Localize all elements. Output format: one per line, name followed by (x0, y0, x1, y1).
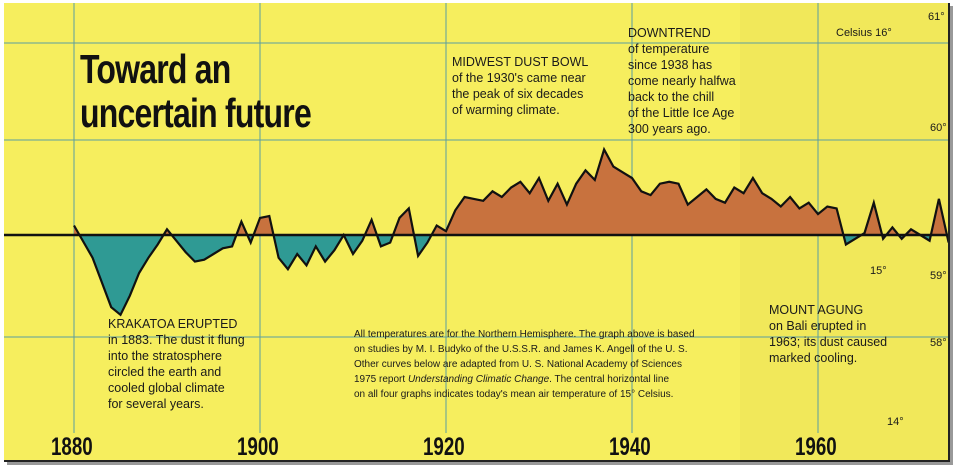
x-tick-1880: 1880 (51, 433, 93, 461)
celsius-15-label: 15° (870, 265, 887, 277)
cool-area-7 (273, 235, 365, 270)
source-note: All temperatures are for the Northern He… (354, 327, 695, 402)
annotation-line: cooled global climate (108, 381, 225, 395)
x-tick-1940: 1940 (609, 433, 651, 461)
note-line: on all four graphs indicates today's mea… (354, 389, 674, 400)
annotation-heading: MIDWEST DUST BOWL (452, 55, 589, 69)
annotation-line: 1963; its dust caused (769, 335, 888, 349)
annotation-line: into the stratosphere (108, 349, 222, 363)
title-line-2: uncertain future (80, 90, 312, 136)
annotation-downtrend: DOWNTREND of temperature since 1938 has … (628, 25, 736, 137)
warm-area-4 (236, 221, 248, 235)
cool-area-11 (414, 235, 432, 256)
chart-title: Toward an uncertain future (80, 46, 312, 136)
annotation-line: the peak of six decades (452, 87, 584, 101)
x-tick-1920: 1920 (423, 433, 465, 461)
annotation-heading: KRAKATOA ERUPTED (108, 317, 238, 331)
annotation-krakatoa: KRAKATOA ERUPTED in 1883. The dust it fl… (108, 316, 245, 412)
celsius-16-label: Celsius 16° (836, 27, 892, 39)
annotation-dust-bowl: MIDWEST DUST BOWL of the 1930's came nea… (452, 54, 588, 118)
cool-area-1 (79, 235, 164, 315)
fahrenheit-61-label: 61° (928, 11, 945, 23)
area-fills (74, 149, 948, 315)
fahrenheit-60-label: 60° (930, 122, 947, 134)
annotation-line: 300 years ago. (628, 122, 711, 136)
warm-area-6 (253, 216, 274, 235)
annotation-line: for several years. (108, 397, 204, 411)
annotation-line: back to the chill (628, 90, 715, 104)
warm-area-8 (364, 219, 377, 235)
annotation-line: of warming climate. (452, 103, 560, 117)
annotation-line: of the 1930's came near (452, 71, 586, 85)
note-line: on studies by M. I. Budyko of the U.S.S.… (354, 344, 688, 355)
note-line: 1975 report Understanding Climatic Chang… (354, 372, 695, 387)
title-line-1: Toward an (80, 46, 231, 92)
warm-area-10 (393, 208, 415, 235)
annotation-agung: MOUNT AGUNG on Bali erupted in 1963; its… (769, 302, 887, 366)
note-text: 1975 report (354, 374, 408, 385)
annotation-line: since 1938 has (628, 58, 713, 72)
warm-area-20 (930, 198, 947, 235)
annotation-line: in 1883. The dust it flung (108, 333, 245, 347)
note-line: Other curves below are adapted from U. S… (354, 359, 682, 370)
note-line: All temperatures are for the Northern He… (354, 329, 695, 340)
annotation-line: circled the earth and (108, 365, 222, 379)
chart-panel: Toward an uncertain future KRAKATOA ERUP… (4, 3, 950, 462)
fahrenheit-58-label: 58° (930, 337, 947, 349)
warm-area-12 (431, 149, 844, 235)
x-tick-1900: 1900 (237, 433, 279, 461)
annotation-line: of the Little Ice Age (628, 106, 735, 120)
annotation-line: on Bali erupted in (769, 319, 867, 333)
temperature-curve (73, 146, 948, 317)
report-title: Understanding Climatic Change (407, 374, 550, 385)
note-text: . The central horizontal line (549, 374, 670, 385)
celsius-14-label: 14° (887, 416, 904, 428)
temperature-chart (4, 3, 948, 433)
annotation-line: come nearly halfwa (628, 74, 736, 88)
annotation-line: marked cooling. (769, 351, 858, 365)
annotation-heading: DOWNTREND (628, 26, 711, 40)
x-tick-1960: 1960 (795, 433, 837, 461)
warm-area-16 (886, 227, 899, 235)
annotation-line: of temperature (628, 42, 710, 56)
annotation-heading: MOUNT AGUNG (769, 303, 864, 317)
cool-area-3 (171, 235, 237, 262)
fahrenheit-59-label: 59° (930, 270, 947, 282)
